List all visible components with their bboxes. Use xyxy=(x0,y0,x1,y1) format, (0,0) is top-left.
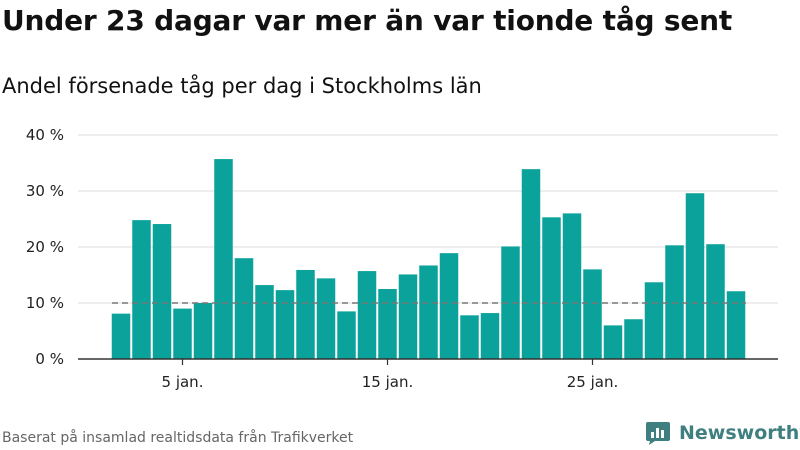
bar xyxy=(193,303,213,359)
bar xyxy=(275,290,295,359)
bar xyxy=(378,289,397,359)
bar xyxy=(665,245,684,359)
bar xyxy=(214,159,233,359)
bar xyxy=(255,285,274,359)
brand-name: Newsworthy xyxy=(679,422,800,444)
x-tick-label: 25 jan. xyxy=(567,373,619,391)
bar xyxy=(173,308,192,359)
newsworthy-logo-icon xyxy=(646,422,670,445)
bar xyxy=(521,169,541,359)
y-tick-label: 0 % xyxy=(35,350,64,368)
bar xyxy=(706,244,725,359)
bar xyxy=(316,278,336,359)
bar xyxy=(583,269,602,359)
bar xyxy=(501,246,520,359)
bar xyxy=(685,193,705,359)
x-tick-label: 15 jan. xyxy=(362,373,414,391)
bar xyxy=(603,325,623,359)
bar xyxy=(726,291,746,359)
bar xyxy=(132,220,151,359)
bar xyxy=(624,319,643,359)
bar xyxy=(419,265,438,359)
y-tick-label: 40 % xyxy=(26,126,64,144)
bar xyxy=(562,213,582,359)
bar xyxy=(296,269,315,359)
bar xyxy=(398,274,418,359)
chart-subtitle: Andel försenade tåg per dag i Stockholms… xyxy=(2,74,482,98)
y-tick-label: 10 % xyxy=(26,294,64,312)
y-tick-label: 30 % xyxy=(26,182,64,200)
bar xyxy=(460,315,479,359)
bar xyxy=(357,271,377,359)
chart-title: Under 23 dagar var mer än var tionde tåg… xyxy=(2,4,733,37)
brand-logo: Newsworthy xyxy=(645,420,800,446)
bar xyxy=(542,217,561,359)
x-tick-label: 5 jan. xyxy=(162,373,204,391)
bar xyxy=(337,311,356,359)
bar xyxy=(644,282,664,359)
bar xyxy=(439,253,459,359)
bar xyxy=(234,258,254,359)
bar xyxy=(152,224,172,359)
y-tick-label: 20 % xyxy=(26,238,64,256)
bar xyxy=(111,313,131,359)
bar xyxy=(480,313,500,359)
source-note: Baserat på insamlad realtidsdata från Tr… xyxy=(2,430,354,446)
